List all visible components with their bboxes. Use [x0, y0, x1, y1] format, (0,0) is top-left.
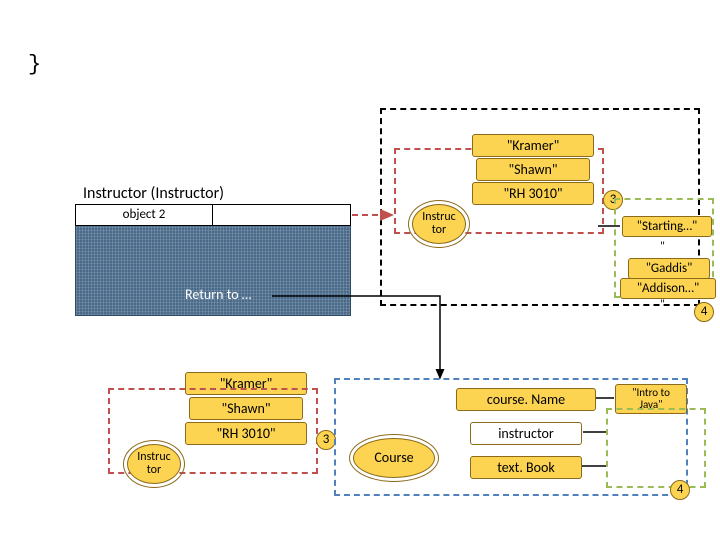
- instructor-oval-top: Instruc tor: [412, 204, 466, 244]
- course-oval: Course: [353, 438, 435, 478]
- bot-green-dashed: [606, 408, 706, 488]
- badge-4-top: 4: [694, 302, 714, 322]
- label-addison: "Addison…": [620, 278, 716, 299]
- empty-cell-top: [213, 205, 350, 225]
- member-textbook: text. Book: [470, 456, 582, 479]
- label-gaddis: "Gaddis": [628, 258, 710, 279]
- return-to-text: Return to …: [185, 286, 251, 303]
- member-coursename: course. Name: [456, 388, 596, 411]
- instructor-oval-bot: Instruc tor: [127, 444, 181, 484]
- label-kramer-top: "Kramer": [472, 134, 594, 157]
- object2-cell: object 2: [76, 205, 213, 225]
- badge-3-bot: 3: [316, 430, 336, 450]
- label-rh3010-top: "RH 3010": [472, 182, 594, 205]
- label-shawn-top: "Shawn": [476, 158, 590, 181]
- quote-1: ": [660, 240, 665, 254]
- instructor-title: Instructor (Instructor): [83, 184, 224, 203]
- top-table-row: object 2: [75, 204, 351, 226]
- badge-4-bot: 4: [670, 480, 690, 500]
- label-starting: "Starting…": [622, 216, 712, 237]
- member-instructor: instructor: [470, 422, 582, 445]
- code-brace: }: [28, 52, 41, 77]
- quote-2: ": [660, 298, 665, 312]
